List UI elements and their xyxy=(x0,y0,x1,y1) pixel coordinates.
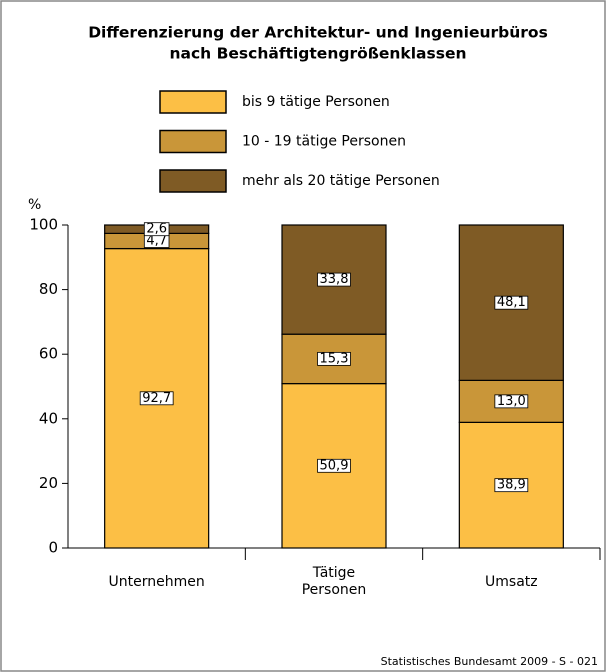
value-label-box xyxy=(317,272,351,287)
y-tick-label: 80 xyxy=(39,280,58,298)
legend-label: mehr als 20 tätige Personen xyxy=(242,173,440,189)
y-tick-label: 60 xyxy=(39,345,58,363)
value-label: 15,3 xyxy=(320,351,349,366)
source: Statistisches Bundesamt 2009 - S - 021 xyxy=(381,655,598,668)
legend-swatch xyxy=(159,129,227,154)
value-label: 13,0 xyxy=(497,394,526,409)
value-label: 92,7 xyxy=(142,391,171,406)
chart-title: nach Beschäftigtengrößenklassen xyxy=(169,45,466,63)
chart-title: Differenzierung der Architektur- und Ing… xyxy=(88,24,548,42)
value-label: 38,9 xyxy=(497,478,526,493)
value-label: 48,1 xyxy=(497,295,526,310)
value-label-box xyxy=(139,391,174,406)
x-tick-label: Tätige Personen xyxy=(301,565,367,598)
x-tick-label: Umsatz xyxy=(485,574,538,590)
value-label: 2,6 xyxy=(146,222,167,237)
y-tick-label: 40 xyxy=(39,409,58,427)
value-label-box xyxy=(494,295,529,310)
value-label: 4,7 xyxy=(146,233,167,248)
value-label-box xyxy=(494,394,529,409)
legend-swatch xyxy=(159,169,227,193)
value-label-box xyxy=(494,478,529,493)
y-axis-label: % xyxy=(28,197,41,213)
value-label: 50,9 xyxy=(320,458,349,473)
value-label-box xyxy=(143,222,170,237)
y-tick-label: 20 xyxy=(39,474,58,492)
y-tick-label: 0 xyxy=(48,539,58,557)
value-label-box xyxy=(317,351,351,366)
value-label: 33,8 xyxy=(320,272,349,287)
x-tick-label: Unternehmen xyxy=(108,574,205,590)
legend-label: 10 - 19 tätige Personen xyxy=(242,134,406,150)
y-tick-label: 100 xyxy=(29,216,58,234)
value-label-box xyxy=(317,458,351,473)
legend-label: bis 9 tätige Personen xyxy=(242,94,390,110)
legend-swatch xyxy=(159,90,227,114)
